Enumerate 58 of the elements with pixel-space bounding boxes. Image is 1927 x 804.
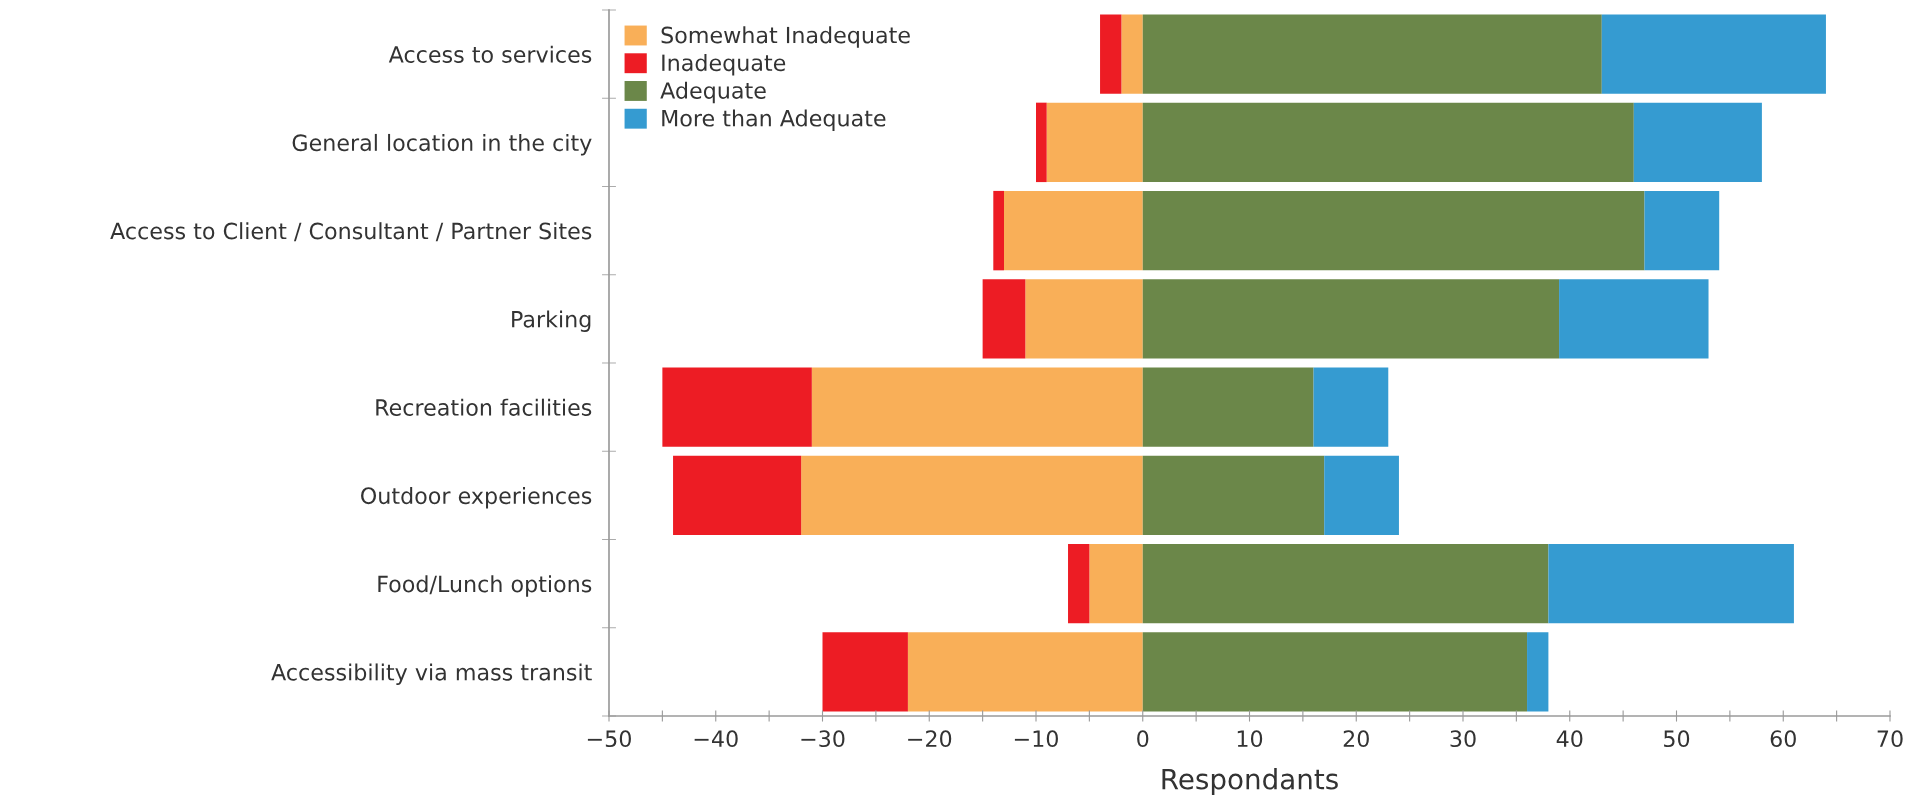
y-tick-label: Parking [512,310,591,332]
x-tick-label: 70 [1877,730,1903,748]
bar [1142,455,1325,536]
bar [822,632,908,712]
bar [1121,14,1143,94]
y-tick-label: Food/Lunch options [378,575,592,597]
bar [1142,543,1549,624]
x-tick-label: 40 [1556,730,1583,748]
bar [1142,14,1602,94]
bar [1644,190,1720,271]
y-tick-label: Outdoor experiences [361,486,592,509]
bar [1548,543,1794,624]
x-tick-label: 10 [1237,730,1263,748]
bar [1100,14,1122,94]
bar [1046,102,1143,183]
y-tick-label: General location in the city [292,133,592,156]
bar [1559,279,1709,359]
bar [1142,279,1560,359]
x-tick-label: −50 [587,730,631,748]
y-tick-label: Accessibility via mass transit [271,663,592,685]
bar [662,367,812,447]
bar [982,279,1026,359]
legend-label: More than Adequate [662,109,886,131]
x-tick-label: −30 [801,730,845,748]
x-tick-label: −40 [694,730,738,748]
x-tick-label: 50 [1664,730,1690,748]
bar [907,632,1143,712]
bar [993,190,1004,271]
legend-label: Inadequate [662,53,786,76]
bar [1313,367,1389,447]
bar [1324,455,1399,536]
x-tick-label: −20 [908,730,952,748]
x-tick-label: 0 [1137,730,1149,748]
x-tick-label: 20 [1343,730,1369,748]
bar [673,455,802,536]
bar [1036,102,1047,183]
bar [1142,102,1634,183]
bar [1142,190,1645,271]
x-axis-title: Respondants [1162,768,1338,795]
bar [1068,543,1090,624]
bar [1142,632,1528,712]
bar [1025,279,1143,359]
bar [1003,190,1143,271]
bar [811,367,1143,447]
y-tick-label: Access to services [388,45,592,63]
x-tick-label: 30 [1450,730,1476,748]
y-tick-label: Recreation facilities [376,398,592,416]
bar [801,455,1143,536]
bar [1601,14,1826,94]
bar [1142,367,1314,447]
bar [1633,102,1762,183]
legend-label: Adequate [660,81,766,104]
bar [1089,543,1143,624]
bar [1527,632,1549,712]
y-tick-label: Access to Client / Consultant / Partner Sites [110,222,592,242]
legend-label: Somewhat Inadequate [661,26,910,48]
x-tick-label: −10 [1014,730,1058,748]
x-tick-label: 60 [1770,730,1796,748]
